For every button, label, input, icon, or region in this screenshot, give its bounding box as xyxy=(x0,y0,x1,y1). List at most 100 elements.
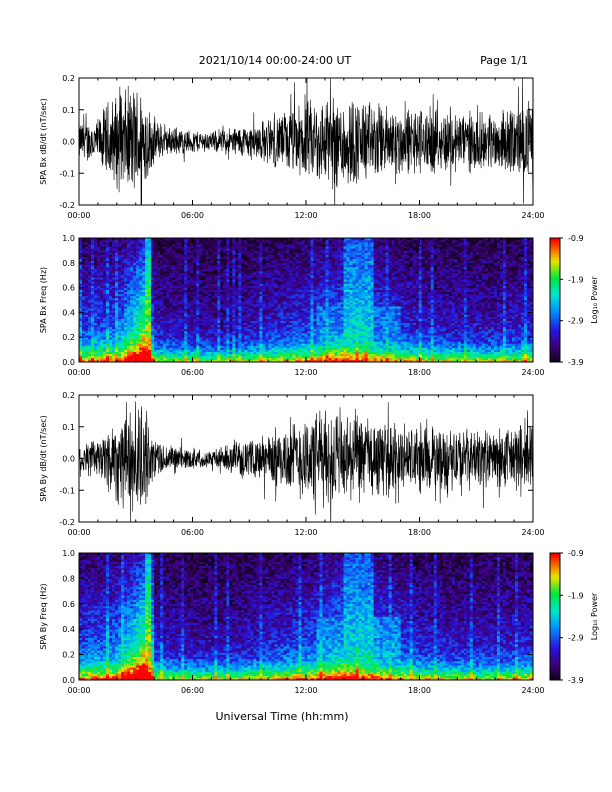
heatmap-cell xyxy=(187,300,190,302)
heatmap-cell xyxy=(100,290,103,292)
heatmap-cell xyxy=(154,321,157,323)
heatmap-cell xyxy=(323,321,326,323)
heatmap-cell xyxy=(115,339,118,341)
heatmap-cell xyxy=(323,339,326,341)
heatmap-cell xyxy=(232,242,235,244)
heatmap-cell xyxy=(280,273,283,275)
heatmap-cell xyxy=(238,288,241,290)
heatmap-cell xyxy=(196,298,199,300)
heatmap-cell xyxy=(187,356,190,358)
heatmap-cell xyxy=(244,242,247,244)
heatmap-cell xyxy=(283,250,286,252)
heatmap-cell xyxy=(311,343,314,345)
heatmap-cell xyxy=(277,306,280,308)
heatmap-cell xyxy=(314,281,317,283)
heatmap-cell xyxy=(130,343,133,345)
heatmap-cell xyxy=(154,283,157,285)
heatmap-cell xyxy=(280,255,283,257)
heatmap-cell xyxy=(100,246,103,248)
heatmap-cell xyxy=(311,244,314,246)
heatmap-cell xyxy=(97,250,100,252)
heatmap-cell xyxy=(289,279,292,281)
heatmap-cell xyxy=(148,288,151,290)
heatmap-cell xyxy=(292,244,295,246)
heatmap-cell xyxy=(256,331,259,333)
heatmap-cell xyxy=(205,288,208,290)
heatmap-cell xyxy=(130,356,133,358)
heatmap-cell xyxy=(241,273,244,275)
heatmap-cell xyxy=(305,275,308,277)
heatmap-cell xyxy=(181,304,184,306)
heatmap-cell xyxy=(97,333,100,335)
heatmap-cell xyxy=(250,275,253,277)
heatmap-cell xyxy=(211,273,214,275)
heatmap-cell xyxy=(91,248,94,250)
heatmap-cell xyxy=(175,240,178,242)
heatmap-cell xyxy=(323,246,326,248)
heatmap-cell xyxy=(157,244,160,246)
heatmap-cell xyxy=(220,302,223,304)
heatmap-cell xyxy=(265,259,268,261)
heatmap-cell xyxy=(205,352,208,354)
heatmap-cell xyxy=(268,281,271,283)
heatmap-cell xyxy=(314,306,317,308)
heatmap-cell xyxy=(229,250,232,252)
heatmap-cell xyxy=(136,354,139,356)
heatmap-cell xyxy=(136,343,139,345)
heatmap-cell xyxy=(166,348,169,350)
heatmap-cell xyxy=(289,261,292,263)
heatmap-cell xyxy=(308,269,311,271)
heatmap-cell xyxy=(94,302,97,304)
heatmap-cell xyxy=(262,310,265,312)
heatmap-cell xyxy=(271,263,274,265)
heatmap-cell xyxy=(265,333,268,335)
heatmap-cell xyxy=(256,257,259,259)
heatmap-cell xyxy=(127,298,130,300)
heatmap-cell xyxy=(184,302,187,304)
heatmap-cell xyxy=(277,275,280,277)
heatmap-cell xyxy=(241,286,244,288)
heatmap-cell xyxy=(154,296,157,298)
heatmap-cell xyxy=(175,250,178,252)
heatmap-cell xyxy=(235,283,238,285)
heatmap-cell xyxy=(100,279,103,281)
heatmap-cell xyxy=(220,333,223,335)
heatmap-cell xyxy=(241,321,244,323)
heatmap-cell xyxy=(208,348,211,350)
heatmap-cell xyxy=(292,255,295,257)
heatmap-cell xyxy=(172,252,175,254)
heatmap-cell xyxy=(160,358,163,360)
heatmap-cell xyxy=(268,265,271,267)
heatmap-cell xyxy=(317,300,320,302)
heatmap-cell xyxy=(286,333,289,335)
heatmap-cell xyxy=(220,300,223,302)
heatmap-cell xyxy=(289,354,292,356)
heatmap-cell xyxy=(323,333,326,335)
heatmap-cell xyxy=(211,296,214,298)
heatmap-cell xyxy=(226,255,229,257)
heatmap-cell xyxy=(256,296,259,298)
heatmap-cell xyxy=(94,288,97,290)
heatmap-cell xyxy=(268,277,271,279)
heatmap-cell xyxy=(196,317,199,319)
heatmap-cell xyxy=(298,294,301,296)
heatmap-cell xyxy=(268,314,271,316)
heatmap-cell xyxy=(91,261,94,263)
heatmap-cell xyxy=(247,300,250,302)
heatmap-cell xyxy=(199,321,202,323)
heatmap-cell xyxy=(112,277,115,279)
heatmap-cell xyxy=(286,304,289,306)
heatmap-cell xyxy=(94,275,97,277)
heatmap-cell xyxy=(163,325,166,327)
heatmap-cell xyxy=(202,296,205,298)
heatmap-cell xyxy=(265,288,268,290)
heatmap-cell xyxy=(100,348,103,350)
heatmap-cell xyxy=(214,304,217,306)
heatmap-cell xyxy=(142,265,145,267)
heatmap-cell xyxy=(148,292,151,294)
heatmap-cell xyxy=(91,255,94,257)
heatmap-cell xyxy=(145,314,148,316)
heatmap-cell xyxy=(241,312,244,314)
heatmap-cell xyxy=(311,255,314,257)
heatmap-cell xyxy=(151,348,154,350)
